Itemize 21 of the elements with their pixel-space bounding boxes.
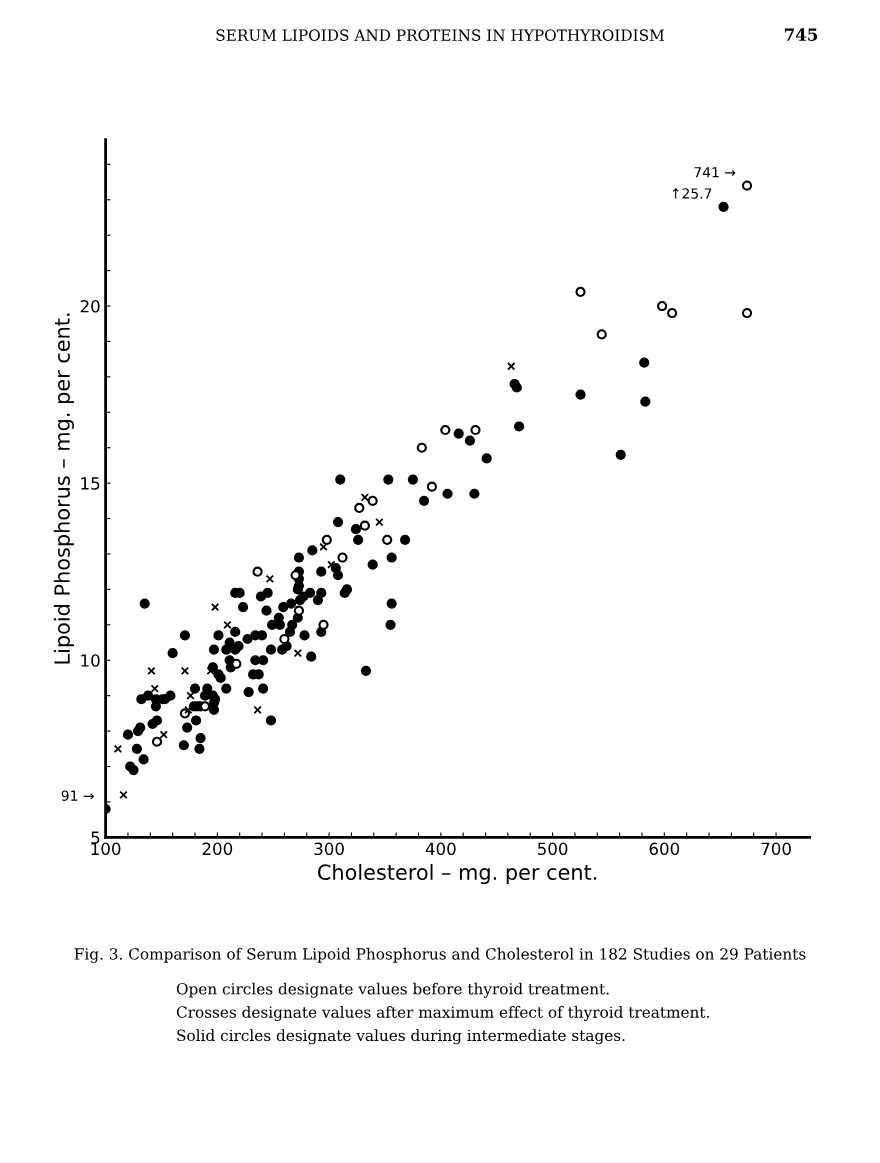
y-tick-label: 10: [81, 654, 100, 667]
text: Open circles designate values before thyroid treatment.: [176, 982, 609, 998]
annotation: 91 →: [61, 790, 94, 801]
x-tick-label: 400: [425, 842, 456, 856]
text: Fig. 3. Comparison of Serum Lipoid Phosphorus and Cholesterol in 182 Studies on 29 Patients: [74, 947, 806, 963]
text: SERUM LIPOIDS AND PROTEINS IN HYPOTHYROIDISM: [216, 29, 664, 41]
text: Crosses designate values after maximum effect of thyroid treatment.: [176, 1006, 709, 1022]
x-tick-label: 500: [537, 842, 568, 856]
annotation: 741 →: [694, 167, 736, 178]
x-tick-label: 700: [761, 842, 791, 856]
x-tick-label: 200: [202, 842, 233, 856]
x-axis-title: Cholesterol – mg. per cent.: [318, 863, 597, 885]
y-tick-label: 15: [81, 477, 100, 490]
y-axis-title: Lipoid Phosphorus – mg. per cent.: [53, 313, 74, 664]
x-tick-label: 300: [314, 842, 344, 856]
x-tick-label: 100: [91, 842, 121, 856]
annotation: ↑25.7: [672, 188, 712, 199]
text: Solid circles designate values during intermediate stages.: [177, 1029, 625, 1045]
text: 745: [784, 28, 818, 41]
x-tick-label: 600: [649, 842, 680, 856]
y-tick-label: 20: [80, 300, 100, 313]
